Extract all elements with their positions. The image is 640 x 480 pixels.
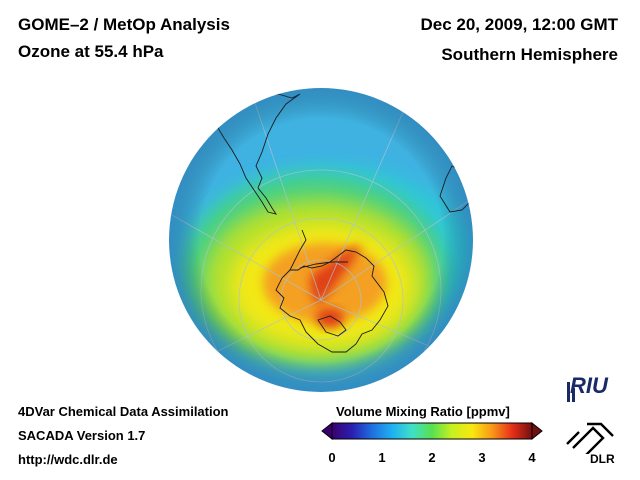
colorbar <box>321 421 543 441</box>
dlr-logo: DLR <box>590 452 615 466</box>
colorbar-tick-label: 3 <box>478 450 486 465</box>
colorbar-high-arrow <box>531 421 543 441</box>
footer-line-version: SACADA Version 1.7 <box>18 428 146 443</box>
map-subtitle: Ozone at 55.4 hPa <box>18 42 164 61</box>
map-title: GOME–2 / MetOp Analysis <box>18 15 230 34</box>
colorbar-gradient <box>331 422 533 440</box>
riu-logo-mark <box>567 382 575 402</box>
dlr-logo-mark <box>566 422 614 454</box>
riu-logo: RIU <box>570 373 608 398</box>
colorbar-low-arrow <box>321 421 333 441</box>
map-datetime: Dec 20, 2009, 12:00 GMT <box>420 15 618 34</box>
footer-line-method: 4DVar Chemical Data Assimilation <box>18 404 229 419</box>
colorbar-title: Volume Mixing Ratio [ppmv] <box>336 404 510 419</box>
ozone-globe-map <box>169 88 473 392</box>
colorbar-tick-label: 1 <box>378 450 386 465</box>
colorbar-tick-label: 4 <box>528 450 536 465</box>
colorbar-tick-label: 2 <box>428 450 436 465</box>
footer-link-url[interactable]: http://wdc.dlr.de <box>18 452 118 467</box>
colorbar-tick-label: 0 <box>328 450 336 465</box>
map-hemisphere: Southern Hemisphere <box>441 45 618 64</box>
